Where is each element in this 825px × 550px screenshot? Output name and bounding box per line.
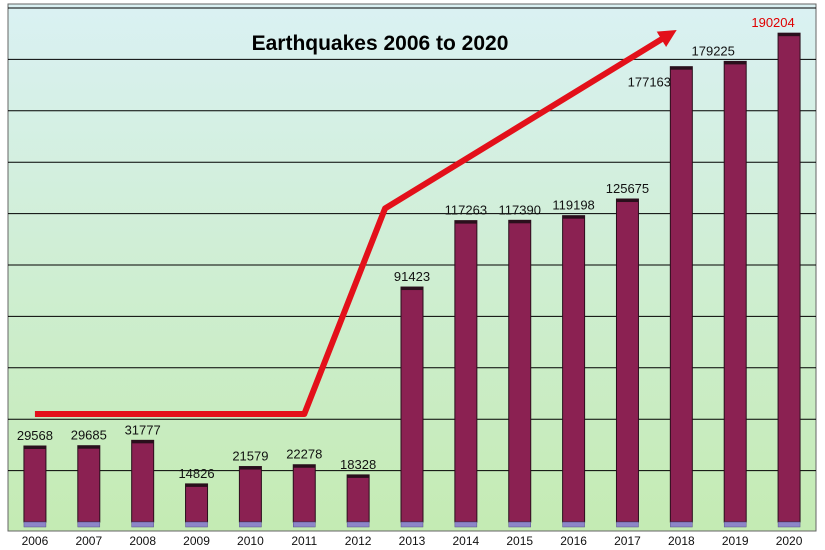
bar [454,220,478,523]
value-label: 125675 [606,181,649,196]
bar [615,198,639,523]
bar [131,439,155,523]
x-tick-label: 2015 [506,534,533,548]
value-label: 18328 [340,457,376,472]
value-label: 117263 [445,203,487,218]
bar-top-edge [778,33,801,37]
x-tick-label: 2007 [75,534,102,548]
bars-group [23,32,801,528]
value-label: 21579 [232,449,268,464]
x-tick-label: 2019 [722,534,749,548]
x-tick-label: 2018 [668,534,695,548]
bar-base [616,521,639,528]
bar-top-edge [616,199,639,203]
bar [346,474,370,523]
value-label: 177163 [628,75,671,90]
bar-base [670,521,693,528]
x-tick-label: 2009 [183,534,210,548]
bar-top-edge [293,464,316,468]
value-label: 22278 [286,447,322,462]
bar [723,60,747,523]
bar [400,286,424,523]
value-label: 14826 [178,466,214,481]
bar-top-edge [562,215,585,219]
bar-top-edge [347,474,370,478]
value-label: 117390 [499,202,541,217]
x-tick-label: 2011 [291,534,317,548]
bar-top-edge [131,440,154,444]
bar-base [131,521,154,528]
x-tick-label: 2008 [129,534,156,548]
x-tick-label: 2006 [22,534,49,548]
bar [508,219,532,523]
bar-top-edge [401,287,423,291]
x-tick-label: 2013 [399,534,426,548]
bar-base [293,521,316,528]
value-label: 119198 [552,198,594,213]
x-tick-label: 2012 [345,534,372,548]
bar-base [77,521,101,528]
bar [777,32,801,523]
bar [238,466,262,523]
bar [292,464,316,523]
x-axis-ticks: 2006 2007 2008 2009 2010 2011 2012 2013 2014 2015… [22,534,803,548]
bar [562,215,586,523]
bar [185,483,209,523]
bar-top-edge [239,466,262,470]
bar-top-edge [23,446,46,450]
bar [23,445,47,523]
value-label: 29685 [71,428,107,443]
value-label: 190204 [751,15,794,30]
bar-base [346,521,370,528]
x-tick-label: 2010 [237,534,264,548]
bar-base [239,521,262,528]
bar-base [185,521,208,528]
x-tick-label: 2014 [453,534,480,548]
bar-base [454,521,478,528]
bar [77,445,101,523]
bar [669,66,693,523]
chart-title: Earthquakes 2006 to 2020 [252,32,509,55]
value-labels-group: 29568 29685 31777 14826 21579 22278 18328 91423… [17,15,795,481]
value-label: 179225 [692,43,735,58]
trend-arrow [34,29,677,418]
bar-base [723,521,747,528]
bar-top-edge [670,66,693,70]
value-label: 31777 [125,422,161,437]
value-label: 29568 [17,428,53,443]
bar-base [400,521,424,528]
bar-base [508,521,531,528]
x-tick-label: 2017 [614,534,641,548]
value-label: 91423 [394,269,430,284]
bar-base [777,521,801,528]
bar-top-edge [508,220,531,224]
x-tick-label: 2016 [560,534,587,548]
x-tick-label: 2020 [776,534,803,548]
trend-arrow-group [34,29,677,418]
bar-base [23,521,47,528]
bar-base [562,521,585,528]
bar-top-edge [185,483,208,487]
bar-top-edge [724,61,747,65]
bar-top-edge [454,220,477,224]
bar-top-edge [77,445,100,449]
